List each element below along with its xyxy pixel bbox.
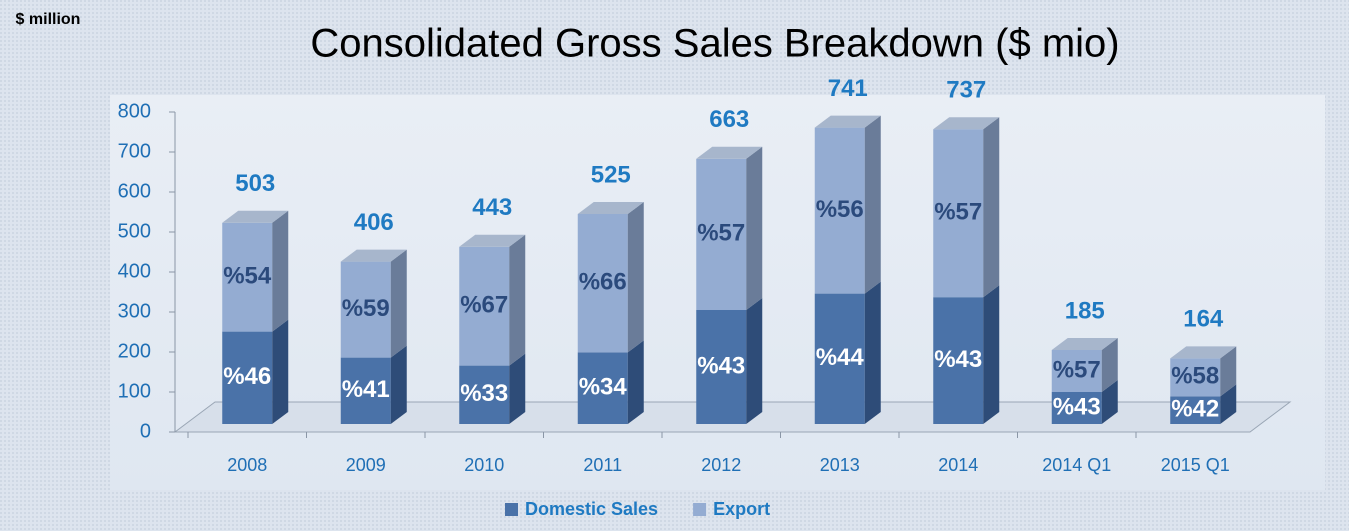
x-tick-label: 2008 (227, 455, 267, 475)
total-label: 406 (354, 209, 394, 236)
total-label: 443 (472, 194, 512, 221)
bar-segment (1051, 350, 1102, 392)
legend-swatch (505, 503, 518, 516)
bar-segment (933, 129, 984, 298)
share-label: %57 (1053, 356, 1101, 383)
bar-segment (696, 158, 747, 310)
bar-segment (340, 357, 391, 424)
x-tick-label: 2011 (583, 455, 622, 475)
bar-side (864, 281, 881, 424)
share-label: %58 (1171, 363, 1219, 390)
legend-label: Export (713, 499, 770, 519)
x-tick-label: 2013 (820, 455, 860, 475)
share-label: %59 (342, 295, 390, 322)
total-label: 741 (828, 75, 868, 102)
share-label: %43 (934, 346, 982, 373)
share-label: %34 (579, 374, 628, 401)
bar-side (272, 319, 289, 424)
y-tick-label: 600 (118, 180, 151, 202)
y-axis-label: $ million (16, 11, 81, 28)
bar-top (222, 210, 289, 223)
bar-segment (222, 222, 273, 332)
bar-segment (577, 352, 628, 424)
total-label: 737 (946, 77, 986, 104)
bar-side (746, 298, 763, 424)
share-label: %67 (460, 292, 508, 319)
share-label: %56 (816, 196, 864, 223)
bar-top (1051, 338, 1118, 350)
bar-side (390, 249, 407, 358)
total-label: 503 (235, 170, 275, 197)
bar-segment (340, 261, 391, 358)
bar-side (1220, 384, 1237, 424)
bar-top (814, 115, 881, 128)
bar-side (983, 285, 1000, 424)
y-tick-label: 200 (118, 340, 151, 362)
x-tick-label: 2010 (464, 455, 504, 475)
bar-segment (459, 365, 510, 424)
bar-side (627, 202, 644, 353)
bar-top (933, 117, 1000, 130)
bar-segment (696, 310, 747, 424)
share-label: %42 (1171, 396, 1219, 423)
bar-segment (577, 214, 628, 353)
x-tick-label: 2015 Q1 (1161, 455, 1230, 475)
x-tick-label: 2012 (701, 455, 741, 475)
bar-segment (1170, 396, 1221, 424)
bar-top (340, 249, 407, 262)
total-label: 525 (591, 161, 631, 188)
bar-side (390, 345, 407, 424)
share-label: %66 (579, 269, 627, 296)
bar-side (509, 353, 526, 424)
bar-side (1220, 346, 1237, 397)
y-tick-label: 100 (118, 380, 151, 402)
bar-top (696, 146, 763, 159)
legend-label: Domestic Sales (525, 499, 658, 519)
share-label: %33 (460, 380, 508, 407)
share-label: %43 (697, 352, 745, 379)
chart-title: Consolidated Gross Sales Breakdown ($ mi… (310, 22, 1119, 66)
bar-segment (814, 293, 865, 424)
bar-side (864, 115, 881, 294)
x-tick-label: 2014 (938, 455, 978, 475)
bar-segment (222, 331, 273, 424)
bar-segment (1170, 358, 1221, 397)
share-label: %57 (934, 199, 982, 226)
bar-segment (1051, 392, 1102, 424)
y-tick-label: 0 (140, 420, 151, 442)
bar-segment (814, 127, 865, 294)
share-label: %46 (223, 363, 271, 390)
bar-side (627, 340, 644, 424)
bar-side (983, 117, 1000, 298)
bar-segment (933, 297, 984, 424)
total-label: 663 (709, 106, 749, 133)
y-tick-label: 500 (118, 220, 151, 242)
x-tick-label: 2009 (346, 455, 386, 475)
bar-top (1170, 346, 1237, 359)
share-label: %43 (1053, 393, 1101, 420)
total-label: 164 (1183, 306, 1224, 333)
bar-side (1101, 380, 1118, 424)
y-tick-label: 400 (118, 260, 151, 282)
bar-side (1101, 338, 1118, 392)
y-tick-label: 300 (118, 300, 151, 322)
bar-side (746, 146, 763, 310)
share-label: %44 (816, 344, 865, 371)
y-tick-label: 700 (118, 140, 151, 162)
bar-top (577, 202, 644, 214)
share-label: %57 (697, 220, 745, 247)
share-label: %41 (342, 376, 390, 403)
share-label: %54 (223, 263, 272, 290)
y-tick-label: 800 (118, 100, 151, 122)
total-label: 185 (1065, 297, 1105, 324)
bar-side (272, 210, 289, 332)
bar-segment (459, 246, 510, 366)
x-tick-label: 2014 Q1 (1042, 455, 1111, 475)
legend-swatch (693, 503, 707, 516)
bar-side (509, 234, 526, 366)
legend: Domestic Sales Export (505, 499, 770, 519)
bar-top (459, 234, 526, 247)
